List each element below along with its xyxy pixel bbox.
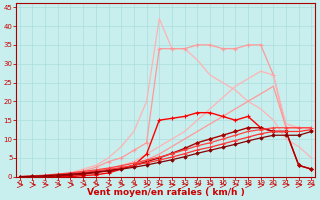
X-axis label: Vent moyen/en rafales ( km/h ): Vent moyen/en rafales ( km/h ) [87,188,244,197]
